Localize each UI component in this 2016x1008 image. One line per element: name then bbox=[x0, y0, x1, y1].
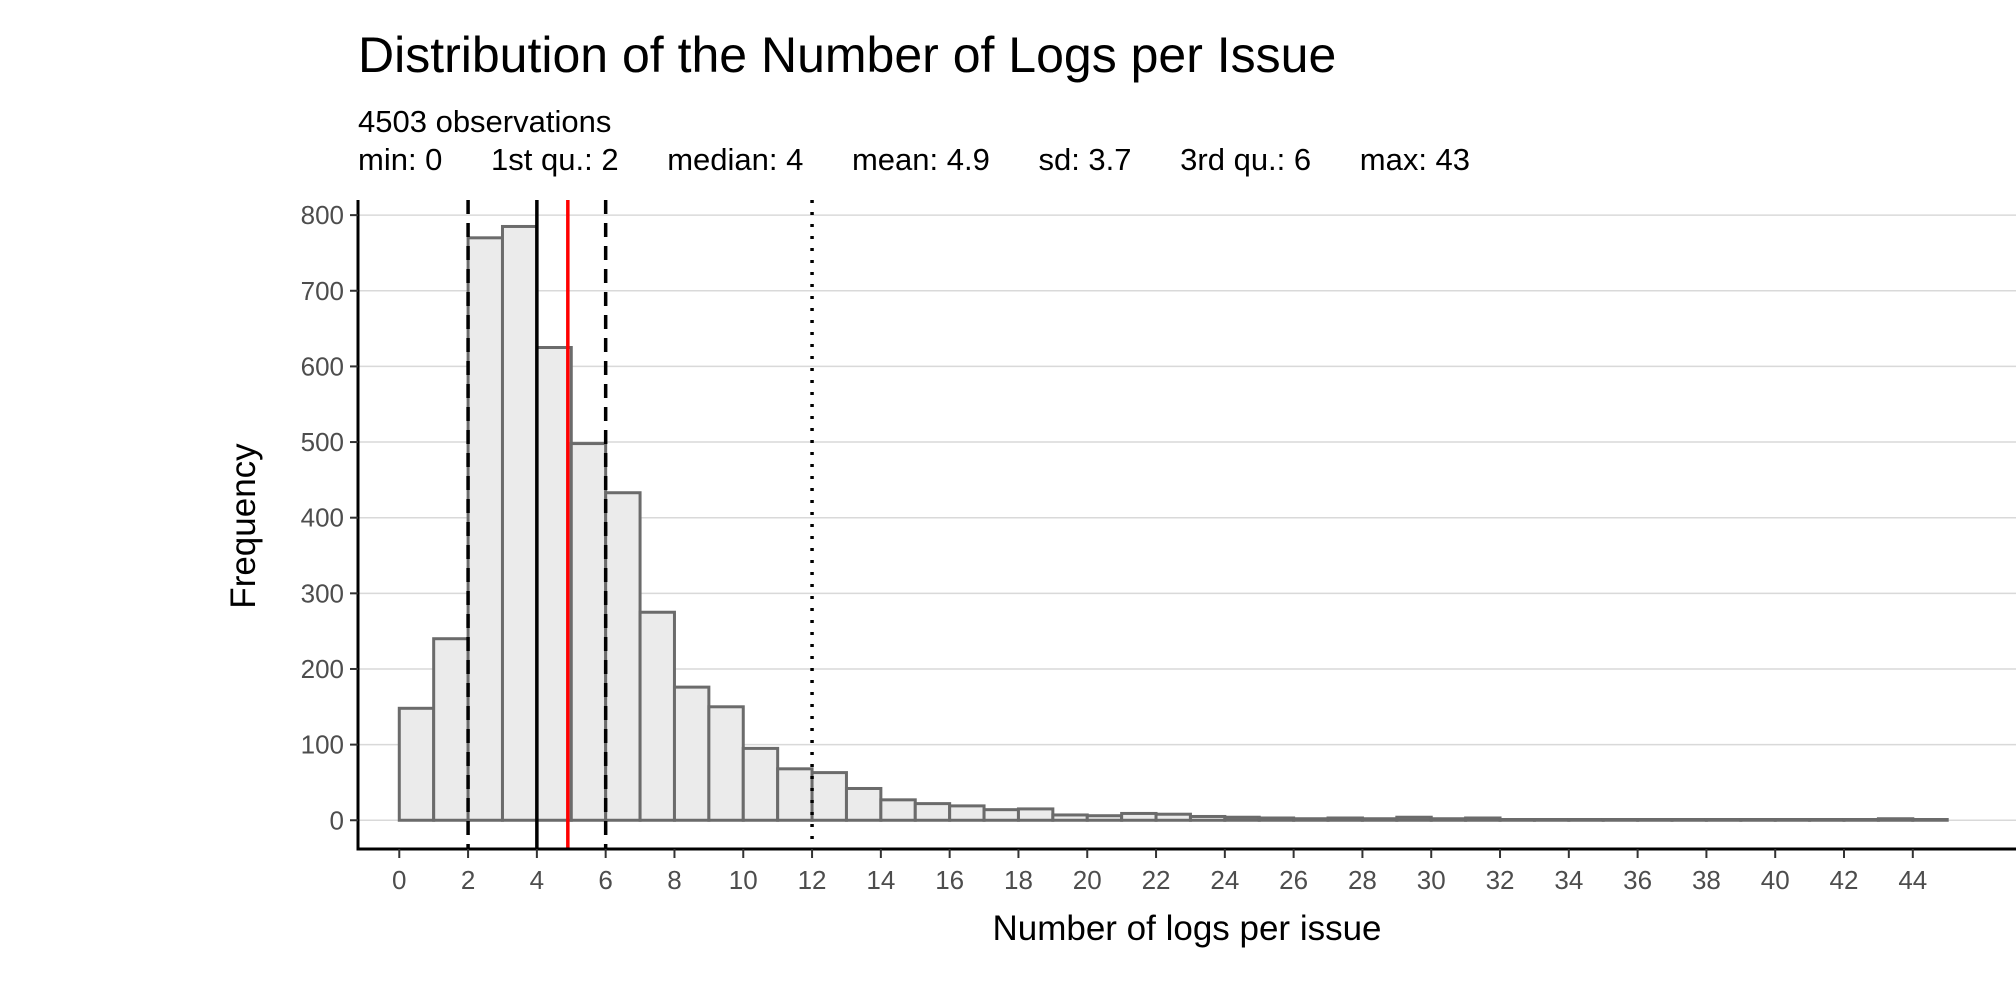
histogram-bar bbox=[1395, 815, 1433, 822]
x-tick-label: 20 bbox=[1073, 865, 1102, 895]
histogram-bar bbox=[397, 706, 436, 822]
y-tick-label: 700 bbox=[301, 276, 344, 306]
y-tick-label: 200 bbox=[301, 654, 344, 684]
histogram-bar bbox=[844, 786, 883, 822]
histogram-bar bbox=[810, 771, 848, 822]
x-tick-label: 28 bbox=[1348, 865, 1377, 895]
x-tick-label: 6 bbox=[598, 865, 612, 895]
histogram-bar bbox=[1498, 818, 1536, 822]
histogram-bar bbox=[1223, 815, 1261, 822]
histogram-bar bbox=[638, 610, 676, 822]
histogram-bar bbox=[1154, 812, 1192, 822]
x-tick-label: 32 bbox=[1486, 865, 1515, 895]
stat-max: max: 43 bbox=[1359, 142, 1471, 177]
histogram-bar bbox=[879, 798, 917, 822]
x-tick-label: 26 bbox=[1279, 865, 1308, 895]
stat-median: median: 4 bbox=[667, 142, 804, 177]
stat-mean: mean: 4.9 bbox=[851, 142, 990, 177]
histogram-bar bbox=[672, 685, 711, 822]
histogram-bar bbox=[1808, 818, 1846, 822]
histogram-bar bbox=[982, 808, 1020, 822]
x-tick-label: 18 bbox=[1004, 865, 1033, 895]
chart-subtitle-observations: 4503 observations bbox=[358, 104, 612, 139]
histogram-bar bbox=[913, 802, 952, 822]
x-tick-label: 14 bbox=[866, 865, 895, 895]
x-tick-label: 22 bbox=[1142, 865, 1171, 895]
histogram-bar bbox=[1085, 814, 1124, 822]
x-tick-label: 34 bbox=[1554, 865, 1583, 895]
histogram-bar bbox=[1326, 816, 1364, 822]
histogram-bar bbox=[604, 491, 642, 822]
histogram-bar bbox=[500, 224, 539, 822]
x-tick-label: 4 bbox=[530, 865, 544, 895]
x-tick-label: 16 bbox=[935, 865, 964, 895]
histogram-bar bbox=[1739, 818, 1777, 822]
x-tick-label: 0 bbox=[392, 865, 406, 895]
x-tick-label: 36 bbox=[1623, 865, 1652, 895]
x-tick-label: 38 bbox=[1692, 865, 1721, 895]
stat-third-quartile: 3rd qu.: 6 bbox=[1180, 142, 1312, 177]
histogram-bar bbox=[1360, 817, 1399, 822]
histogram-bars bbox=[397, 224, 1949, 822]
stat-min: min: 0 bbox=[358, 142, 443, 177]
histogram-bar bbox=[1704, 818, 1743, 822]
x-tick-label: 30 bbox=[1417, 865, 1446, 895]
x-tick-label: 42 bbox=[1830, 865, 1859, 895]
histogram-bar bbox=[1051, 813, 1089, 822]
histogram-bar bbox=[1532, 818, 1571, 822]
y-tick-label: 600 bbox=[301, 351, 344, 381]
histogram-bar bbox=[535, 346, 573, 822]
histogram-bar bbox=[569, 442, 608, 822]
y-tick-label: 0 bbox=[330, 805, 344, 835]
x-tick-label: 2 bbox=[461, 865, 475, 895]
reference-lines bbox=[466, 200, 814, 849]
histogram-bar bbox=[776, 767, 814, 822]
histogram-bar bbox=[466, 236, 504, 822]
stat-first-quartile: 1st qu.: 2 bbox=[491, 142, 619, 177]
histogram-bar bbox=[1636, 818, 1674, 822]
histogram-bar bbox=[1464, 816, 1502, 822]
histogram-bar bbox=[1842, 818, 1880, 822]
histogram-bar bbox=[707, 705, 745, 822]
x-tick-label: 10 bbox=[729, 865, 758, 895]
histogram-bar bbox=[1016, 807, 1055, 822]
y-tick-label: 100 bbox=[301, 730, 344, 760]
histogram-bar bbox=[432, 637, 470, 822]
histogram-bar bbox=[1120, 811, 1158, 822]
histogram-bar bbox=[1292, 817, 1330, 822]
x-tick-label: 24 bbox=[1210, 865, 1239, 895]
histogram-bar bbox=[1773, 818, 1812, 822]
chart-title: Distribution of the Number of Logs per I… bbox=[358, 27, 1337, 83]
histogram-bar bbox=[1257, 816, 1296, 822]
histogram-bar bbox=[1567, 818, 1605, 822]
y-tick-label: 300 bbox=[301, 578, 344, 608]
x-tick-label: 12 bbox=[798, 865, 827, 895]
histogram-bar bbox=[1876, 817, 1915, 822]
x-tick-label: 40 bbox=[1761, 865, 1790, 895]
x-tick-label: 44 bbox=[1898, 865, 1927, 895]
x-axis-title: Number of logs per issue bbox=[992, 909, 1381, 948]
stat-sd: sd: 3.7 bbox=[1038, 142, 1132, 177]
histogram-bar bbox=[1429, 817, 1468, 822]
chart-subtitle-summary: min: 0 1st qu.: 2 median: 4 mean: 4.9 sd… bbox=[358, 142, 1470, 178]
histogram-bar bbox=[1601, 818, 1640, 822]
histogram-bar bbox=[741, 746, 780, 822]
x-tick-label: 8 bbox=[667, 865, 681, 895]
y-tick-label: 500 bbox=[301, 427, 344, 457]
histogram-bar bbox=[1670, 818, 1708, 822]
y-tick-label: 400 bbox=[301, 503, 344, 533]
y-axis-title: Frequency bbox=[224, 443, 263, 609]
histogram-bar bbox=[1188, 814, 1227, 822]
histogram-bar bbox=[1911, 818, 1949, 822]
histogram-bar bbox=[948, 804, 986, 822]
y-tick-label: 800 bbox=[301, 200, 344, 230]
